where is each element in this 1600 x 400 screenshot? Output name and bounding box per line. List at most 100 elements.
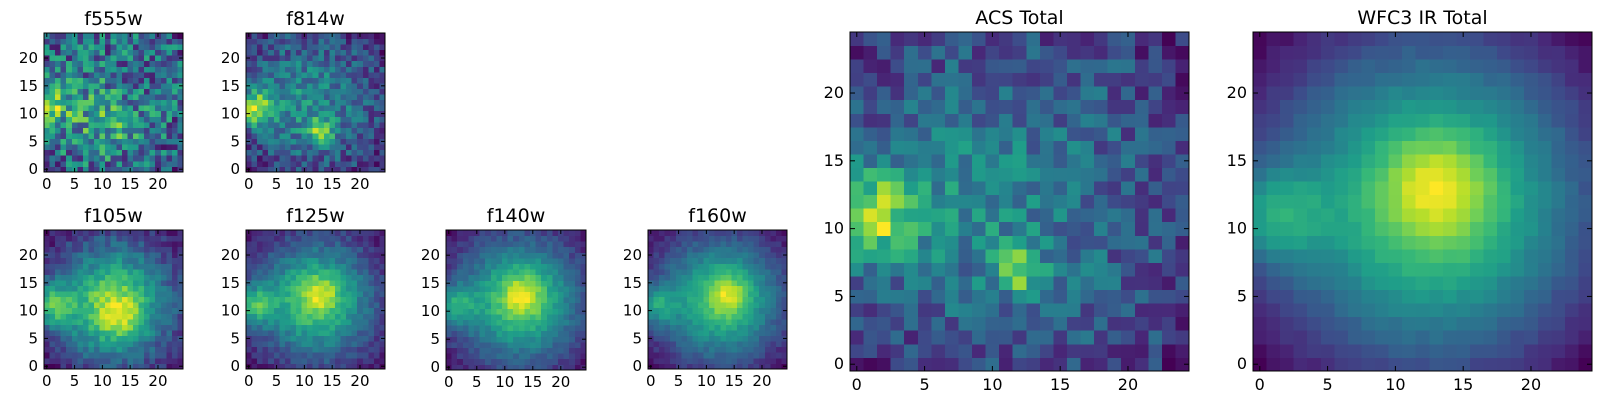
- heatmap-cell: [563, 286, 570, 292]
- heatmap-cell: [1175, 45, 1190, 60]
- heatmap-cell: [55, 246, 62, 253]
- heatmap-cell: [49, 116, 56, 123]
- heatmap-cell: [307, 155, 314, 162]
- heatmap-cell: [530, 358, 536, 365]
- heatmap-cell: [468, 269, 475, 276]
- heatmap-cell: [116, 346, 123, 353]
- heatmap-cell: [132, 346, 139, 353]
- heatmap-cell: [877, 72, 892, 87]
- heatmap-cell: [474, 286, 480, 292]
- heatmap-cell: [563, 291, 570, 298]
- heatmap-cell: [110, 88, 117, 95]
- heatmap-cell: [340, 313, 347, 320]
- heatmap-cell: [334, 149, 341, 156]
- heatmap-cell: [329, 263, 336, 270]
- heatmap-cell: [166, 313, 173, 320]
- heatmap-cell: [1524, 208, 1539, 223]
- heatmap-cell: [1347, 194, 1362, 209]
- heatmap-cell: [334, 77, 341, 84]
- y-tick-label: 15: [19, 274, 38, 292]
- heatmap-cell: [474, 319, 480, 326]
- heatmap-cell: [1026, 72, 1041, 87]
- heatmap-cell: [1066, 59, 1081, 74]
- heatmap-cell: [55, 105, 62, 112]
- heatmap-cell: [999, 262, 1014, 277]
- heatmap-cell: [513, 269, 520, 276]
- heatmap-cell: [71, 285, 78, 292]
- heatmap-cell: [77, 363, 84, 370]
- heatmap-cell: [346, 83, 353, 89]
- heatmap-cell: [1039, 357, 1054, 372]
- heatmap-cell: [775, 285, 782, 292]
- heatmap-cell: [1161, 72, 1176, 87]
- heatmap-cell: [279, 55, 286, 62]
- heatmap-cell: [944, 289, 959, 304]
- heatmap-cell: [379, 241, 386, 248]
- heatmap-cell: [686, 235, 693, 242]
- heatmap-cell: [742, 263, 749, 270]
- heatmap-cell: [373, 263, 380, 270]
- heatmap-cell: [709, 296, 716, 303]
- heatmap-cell: [329, 291, 336, 298]
- heatmap-cell: [127, 252, 134, 259]
- heatmap-cell: [1148, 289, 1163, 304]
- heatmap-cell: [368, 155, 375, 162]
- heatmap-cell: [659, 313, 666, 320]
- heatmap-cell: [1510, 316, 1525, 331]
- heatmap-cell: [863, 330, 878, 345]
- heatmap-cell: [177, 133, 184, 140]
- heatmap-cell: [60, 341, 67, 348]
- heatmap-cell: [1293, 221, 1308, 236]
- heatmap-cell: [99, 330, 106, 337]
- heatmap-cell: [351, 160, 358, 167]
- heatmap-cell: [273, 88, 280, 95]
- heatmap-cell: [138, 166, 145, 173]
- heatmap-cell: [251, 296, 258, 303]
- heatmap-cell: [670, 324, 677, 331]
- heatmap-cell: [105, 60, 112, 67]
- heatmap-cell: [1402, 235, 1417, 250]
- heatmap-cell: [262, 302, 269, 309]
- heatmap-cell: [60, 66, 67, 73]
- heatmap-cell: [468, 241, 475, 248]
- heatmap-cell: [530, 235, 536, 242]
- heatmap-cell: [160, 155, 167, 162]
- heatmap-cell: [1320, 303, 1335, 318]
- heatmap-cell: [653, 252, 660, 259]
- heatmap-cell: [334, 160, 341, 167]
- heatmap-cell: [77, 324, 84, 331]
- heatmap-cell: [530, 269, 536, 276]
- heatmap-cell: [863, 72, 878, 87]
- heatmap-cell: [703, 302, 710, 309]
- heatmap-cell: [1442, 289, 1457, 304]
- heatmap-cell: [77, 318, 84, 325]
- heatmap-cell: [144, 341, 151, 348]
- heatmap-cell: [368, 88, 375, 95]
- heatmap-cell: [1347, 167, 1362, 182]
- heatmap-cell: [351, 121, 358, 128]
- heatmap-cell: [1320, 208, 1335, 223]
- heatmap-cell: [362, 88, 369, 95]
- heatmap-cell: [904, 330, 919, 345]
- heatmap-cell: [890, 235, 905, 250]
- heatmap-cell: [55, 346, 62, 353]
- heatmap-cell: [1578, 289, 1593, 304]
- heatmap-cell: [574, 358, 581, 365]
- heatmap-cell: [334, 274, 341, 281]
- heatmap-cell: [284, 127, 291, 134]
- heatmap-cell: [1148, 316, 1163, 331]
- heatmap-cell: [121, 302, 128, 309]
- heatmap-cell: [262, 88, 269, 95]
- heatmap-cell: [373, 166, 380, 173]
- heatmap-cell: [171, 133, 178, 140]
- heatmap-cell: [94, 149, 100, 156]
- heatmap-cell: [574, 252, 581, 259]
- heatmap-cell: [1469, 343, 1484, 358]
- heatmap-cell: [71, 99, 78, 106]
- heatmap-cell: [781, 346, 788, 353]
- heatmap-cell: [49, 230, 56, 236]
- heatmap-cell: [160, 127, 167, 134]
- heatmap-cell: [972, 32, 986, 46]
- heatmap-cell: [346, 291, 353, 298]
- heatmap-cell: [1280, 221, 1295, 236]
